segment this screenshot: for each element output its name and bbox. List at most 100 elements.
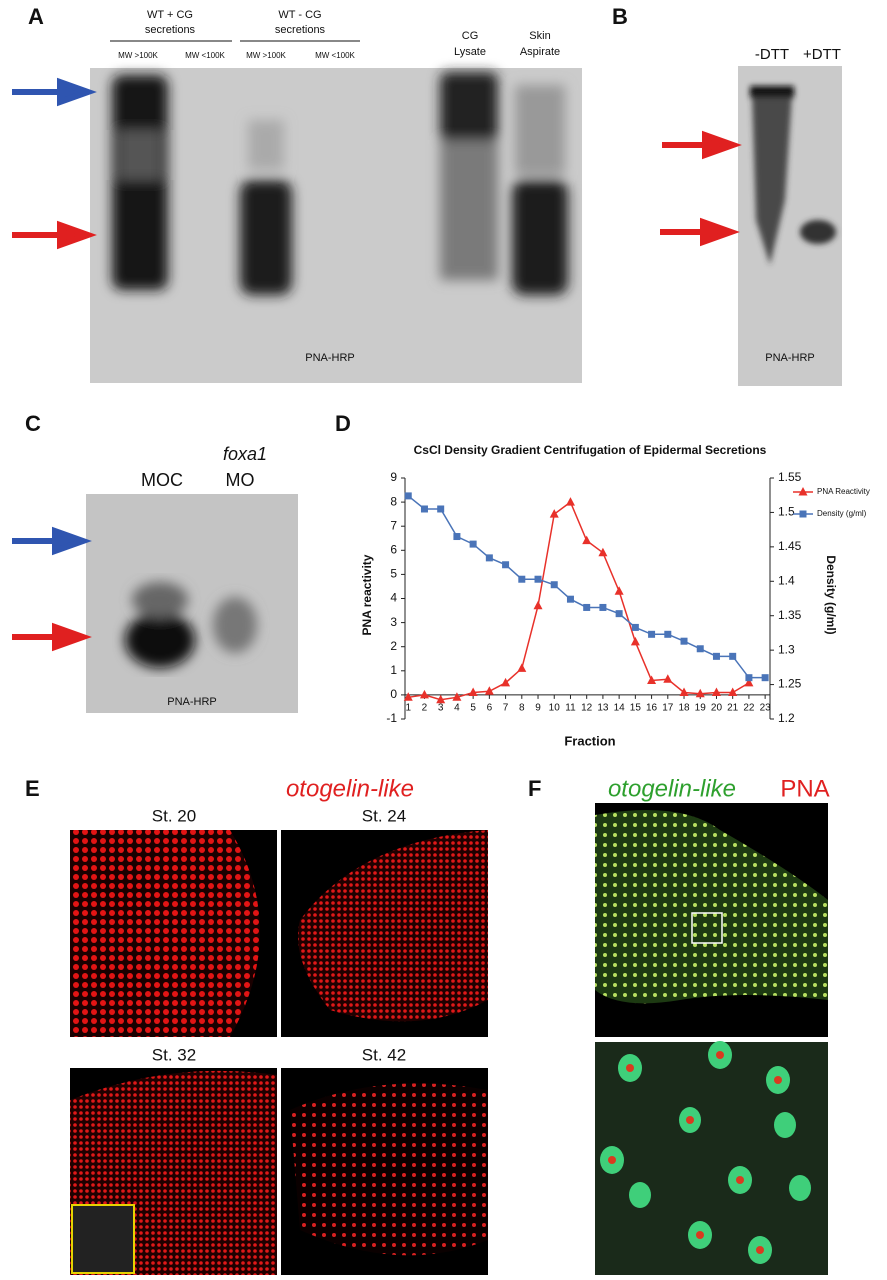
point <box>484 686 494 695</box>
x-tick-label: 8 <box>519 703 525 714</box>
y-tick-label: 7 <box>390 518 397 532</box>
mw-label: MW >100K <box>118 51 158 60</box>
blue-arrow <box>12 526 92 556</box>
y2-tick-label: 1.45 <box>778 539 802 553</box>
panel-f: F otogelin-like PNA <box>528 775 830 1275</box>
point <box>663 674 673 683</box>
point <box>403 692 413 701</box>
x-tick-label: 14 <box>614 703 626 714</box>
point <box>502 561 510 569</box>
panel-title: otogelin-like <box>608 775 736 802</box>
point <box>582 535 592 545</box>
bands <box>112 72 568 295</box>
point <box>501 677 511 687</box>
panel-label: A <box>28 4 44 29</box>
panel-title: PNA <box>780 775 829 802</box>
y2-tick-label: 1.25 <box>778 677 802 691</box>
panel-label: F <box>528 776 541 801</box>
x-tick-label: 17 <box>662 703 674 714</box>
x-tick-label: 15 <box>630 703 642 714</box>
point <box>468 687 478 696</box>
point <box>745 674 753 682</box>
panel-label: C <box>25 411 41 436</box>
y-tick-label: 6 <box>390 542 397 556</box>
x-tick-label: 21 <box>727 703 739 714</box>
x-tick-label: 23 <box>760 703 772 714</box>
y2-axis-label: Density (g/ml) <box>824 555 838 634</box>
y-tick-label: 1 <box>390 663 397 677</box>
panel-a: A WT + CG secretions WT - CG secretions … <box>12 4 582 383</box>
point <box>404 492 412 500</box>
lane-label: +DTT <box>803 46 841 63</box>
point <box>647 675 657 684</box>
panel-e: E otogelin-like St. 20 St. 24 St. 32 St.… <box>25 775 488 1275</box>
point <box>664 630 672 638</box>
point <box>728 687 738 696</box>
point <box>469 540 477 548</box>
point <box>566 595 574 603</box>
point <box>518 575 526 583</box>
point <box>583 603 591 611</box>
inset <box>71 1204 135 1274</box>
group-label: WT + CG <box>147 9 193 21</box>
x-tick-label: 6 <box>487 703 493 714</box>
lane-label: Skin <box>529 30 550 42</box>
x-tick-label: 16 <box>646 703 658 714</box>
red-arrow <box>662 130 742 160</box>
point <box>517 663 527 672</box>
lane-label: Aspirate <box>520 46 560 58</box>
legend-marker <box>799 510 807 518</box>
point <box>648 630 656 638</box>
x-tick-label: 3 <box>438 703 444 714</box>
x-tick-label: 9 <box>535 703 541 714</box>
group-label: WT - CG <box>278 9 321 21</box>
bands <box>750 86 836 265</box>
x-tick-label: 19 <box>695 703 707 714</box>
embryo <box>290 1083 488 1256</box>
group-label: secretions <box>145 24 196 36</box>
point <box>549 509 559 518</box>
y-tick-label: 2 <box>390 639 397 653</box>
point <box>420 505 428 513</box>
x-tick-label: 20 <box>711 703 723 714</box>
embryo <box>70 830 260 1037</box>
pna-granules <box>608 1051 782 1254</box>
point <box>565 497 575 506</box>
mw-label: MW >100K <box>246 51 286 60</box>
y2-tick-label: 1.55 <box>778 470 802 484</box>
point <box>453 533 461 541</box>
lane-label: Lysate <box>454 46 486 58</box>
x-tick-label: 13 <box>597 703 609 714</box>
panel-label: E <box>25 776 40 801</box>
series-line <box>408 500 750 701</box>
x-tick-label: 2 <box>422 703 428 714</box>
lane-label: MOC <box>141 470 183 490</box>
y-tick-label: 4 <box>390 591 397 605</box>
stain-label: PNA-HRP <box>765 352 815 364</box>
y-tick-label: -1 <box>386 711 397 725</box>
x-tick-label: 7 <box>503 703 509 714</box>
panel-d: D CsCl Density Gradient Centrifugation o… <box>335 411 870 749</box>
x-tick-label: 4 <box>454 703 460 714</box>
point <box>631 623 639 631</box>
point <box>436 694 446 704</box>
red-arrow <box>12 622 92 652</box>
mw-label: MW <100K <box>315 51 355 60</box>
y-tick-label: 3 <box>390 615 397 629</box>
stain-label: PNA-HRP <box>305 352 355 364</box>
point <box>744 677 754 687</box>
stage-label: St. 20 <box>152 806 196 825</box>
zoom-box <box>691 912 723 944</box>
y2-tick-label: 1.5 <box>778 505 795 519</box>
point <box>630 636 640 646</box>
stage-label: St. 42 <box>362 1045 406 1064</box>
panel-title: otogelin-like <box>286 775 414 802</box>
point <box>437 505 445 513</box>
legend-marker <box>798 487 808 496</box>
lane-label: -DTT <box>755 46 789 63</box>
x-tick-label: 10 <box>549 703 561 714</box>
bands <box>125 582 257 668</box>
y-tick-label: 8 <box>390 494 397 508</box>
blue-arrow <box>12 77 97 107</box>
x-tick-label: 22 <box>743 703 755 714</box>
